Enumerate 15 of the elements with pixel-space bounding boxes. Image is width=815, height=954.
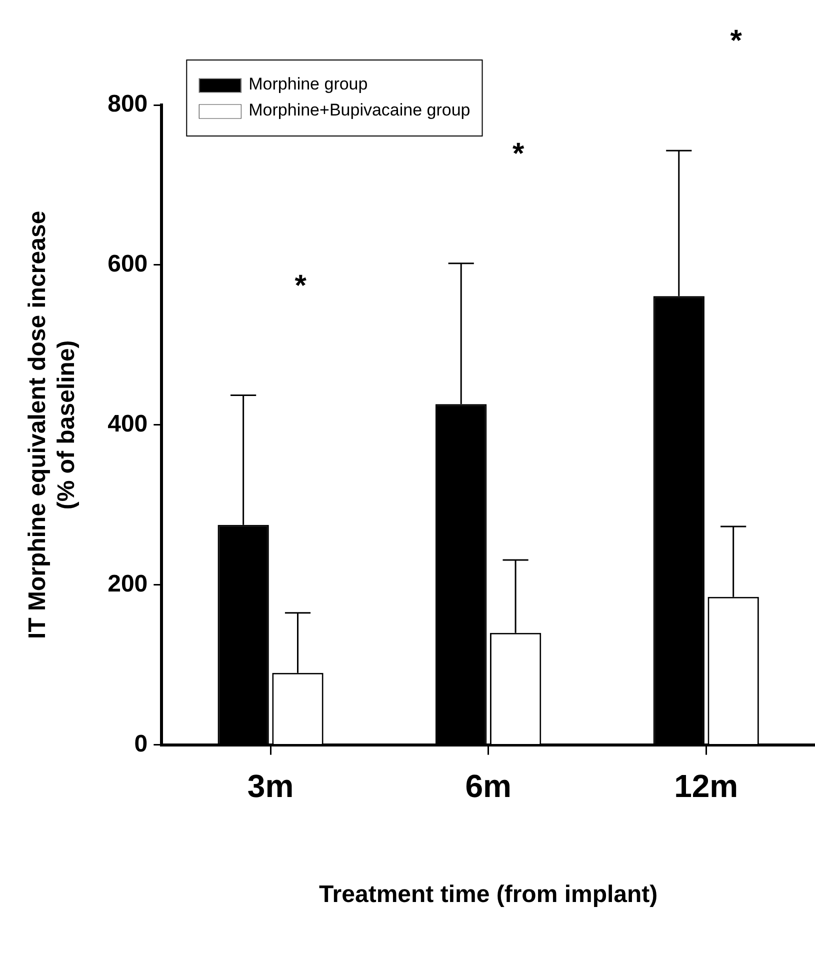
annotation: * — [512, 137, 524, 170]
y-tick-label: 800 — [108, 90, 148, 118]
x-axis-title: Treatment time (from implant) — [318, 881, 658, 908]
y-axis-title: IT Morphine equivalent dose increase (% of baseline) — [24, 210, 80, 639]
y-tick-label: 0 — [134, 730, 148, 758]
legend-label: Morphine+Bupivacaine group — [248, 100, 470, 120]
x-tick-label: 12m — [674, 768, 738, 804]
x-tick-label: 3m — [247, 768, 294, 804]
y-tick-label: 400 — [108, 410, 148, 438]
y-tick-label: 200 — [108, 570, 148, 598]
annotation: * — [294, 269, 307, 302]
x-tick-label: 6m — [465, 768, 512, 804]
y-tick-label: 600 — [108, 250, 148, 278]
text: * — [730, 24, 742, 58]
legend-label: Morphine group — [248, 74, 368, 94]
